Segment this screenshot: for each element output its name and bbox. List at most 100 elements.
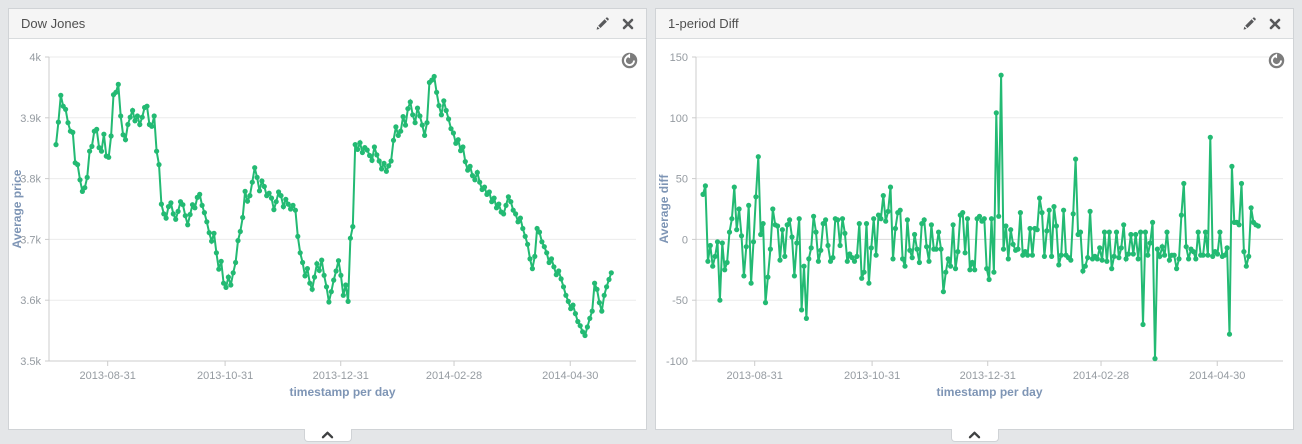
- data-point[interactable]: [113, 89, 119, 95]
- data-point[interactable]: [1061, 207, 1067, 213]
- data-point[interactable]: [326, 299, 332, 305]
- data-point[interactable]: [412, 120, 418, 126]
- data-point[interactable]: [1056, 262, 1062, 268]
- data-point[interactable]: [592, 280, 598, 286]
- data-point[interactable]: [414, 105, 421, 111]
- data-point[interactable]: [273, 199, 279, 205]
- data-point[interactable]: [82, 185, 88, 191]
- data-point[interactable]: [235, 238, 241, 244]
- data-point[interactable]: [900, 256, 906, 262]
- data-point[interactable]: [79, 188, 85, 194]
- data-point[interactable]: [1044, 228, 1050, 234]
- data-point[interactable]: [777, 257, 783, 263]
- data-point[interactable]: [794, 240, 800, 246]
- data-point[interactable]: [513, 211, 519, 217]
- data-point[interactable]: [818, 247, 824, 253]
- data-point[interactable]: [892, 225, 898, 232]
- data-point[interactable]: [712, 253, 718, 259]
- data-point[interactable]: [837, 242, 843, 249]
- data-point[interactable]: [460, 144, 466, 150]
- reset-zoom-button[interactable]: [1268, 52, 1285, 69]
- data-point[interactable]: [295, 233, 301, 239]
- data-point[interactable]: [1243, 263, 1249, 269]
- data-point[interactable]: [101, 131, 107, 137]
- data-point[interactable]: [424, 120, 430, 126]
- data-point[interactable]: [1058, 252, 1064, 258]
- data-point[interactable]: [125, 121, 131, 128]
- data-point[interactable]: [168, 200, 174, 206]
- data-point[interactable]: [1224, 245, 1230, 251]
- data-point[interactable]: [268, 195, 275, 201]
- data-point[interactable]: [240, 214, 246, 221]
- data-point[interactable]: [381, 160, 387, 166]
- data-point[interactable]: [1037, 195, 1043, 201]
- data-point[interactable]: [307, 280, 313, 286]
- data-point[interactable]: [726, 229, 733, 235]
- data-point[interactable]: [887, 184, 894, 190]
- data-point[interactable]: [873, 252, 879, 258]
- data-point[interactable]: [1142, 229, 1148, 235]
- data-point[interactable]: [108, 133, 114, 139]
- data-point[interactable]: [835, 217, 841, 223]
- data-point[interactable]: [469, 173, 476, 179]
- data-point[interactable]: [292, 207, 298, 213]
- data-point[interactable]: [302, 273, 308, 279]
- data-point[interactable]: [213, 250, 219, 256]
- data-point[interactable]: [1082, 263, 1088, 269]
- data-point[interactable]: [402, 122, 409, 128]
- data-point[interactable]: [599, 308, 605, 314]
- data-point[interactable]: [863, 221, 870, 227]
- data-point[interactable]: [1041, 253, 1047, 259]
- chart-1-period-diff[interactable]: -100 -50 0 50 100 150 2013-08-31 2013-10-31 2013…: [656, 39, 1293, 428]
- data-point[interactable]: [1193, 256, 1199, 262]
- data-point[interactable]: [950, 222, 956, 228]
- data-point[interactable]: [890, 256, 896, 262]
- data-point[interactable]: [1113, 229, 1120, 235]
- data-point[interactable]: [986, 276, 992, 283]
- data-point[interactable]: [1053, 223, 1059, 229]
- data-point[interactable]: [395, 132, 401, 138]
- data-point[interactable]: [1166, 257, 1172, 263]
- data-point[interactable]: [115, 81, 121, 87]
- data-point[interactable]: [407, 99, 413, 105]
- data-point[interactable]: [1121, 222, 1127, 228]
- chart-canvas[interactable]: 3.5k 3.6k 3.7k 3.8k 3.9k 4k 2013-08-31 2013-10-…: [9, 39, 646, 428]
- data-point[interactable]: [594, 286, 600, 292]
- data-point[interactable]: [871, 216, 877, 222]
- data-point[interactable]: [976, 213, 983, 219]
- data-point[interactable]: [1085, 255, 1091, 261]
- data-point[interactable]: [952, 266, 959, 272]
- data-point[interactable]: [964, 216, 971, 222]
- data-point[interactable]: [1039, 210, 1045, 216]
- data-point[interactable]: [419, 122, 425, 128]
- data-point[interactable]: [472, 177, 478, 183]
- data-point[interactable]: [345, 298, 351, 304]
- data-point[interactable]: [311, 274, 318, 280]
- data-point[interactable]: [517, 215, 523, 221]
- data-point[interactable]: [237, 228, 243, 235]
- data-point[interactable]: [465, 167, 471, 173]
- data-point[interactable]: [443, 107, 449, 114]
- data-point[interactable]: [163, 215, 169, 221]
- data-point[interactable]: [967, 267, 973, 273]
- data-point[interactable]: [434, 89, 440, 95]
- data-point[interactable]: [532, 253, 538, 259]
- data-point[interactable]: [536, 229, 543, 235]
- data-point[interactable]: [1094, 256, 1100, 262]
- data-point[interactable]: [770, 206, 776, 212]
- data-point[interactable]: [1176, 256, 1182, 262]
- data-point[interactable]: [1097, 245, 1103, 251]
- data-point[interactable]: [106, 154, 112, 160]
- data-point[interactable]: [130, 107, 136, 114]
- data-point[interactable]: [386, 163, 392, 169]
- data-point[interactable]: [924, 244, 930, 250]
- data-point[interactable]: [938, 246, 944, 252]
- data-point[interactable]: [556, 268, 562, 274]
- data-point[interactable]: [1025, 252, 1031, 258]
- data-point[interactable]: [446, 116, 452, 122]
- data-point[interactable]: [722, 267, 728, 273]
- data-point[interactable]: [943, 269, 949, 275]
- data-point[interactable]: [731, 184, 737, 190]
- data-point[interactable]: [271, 207, 277, 213]
- data-point[interactable]: [127, 114, 133, 120]
